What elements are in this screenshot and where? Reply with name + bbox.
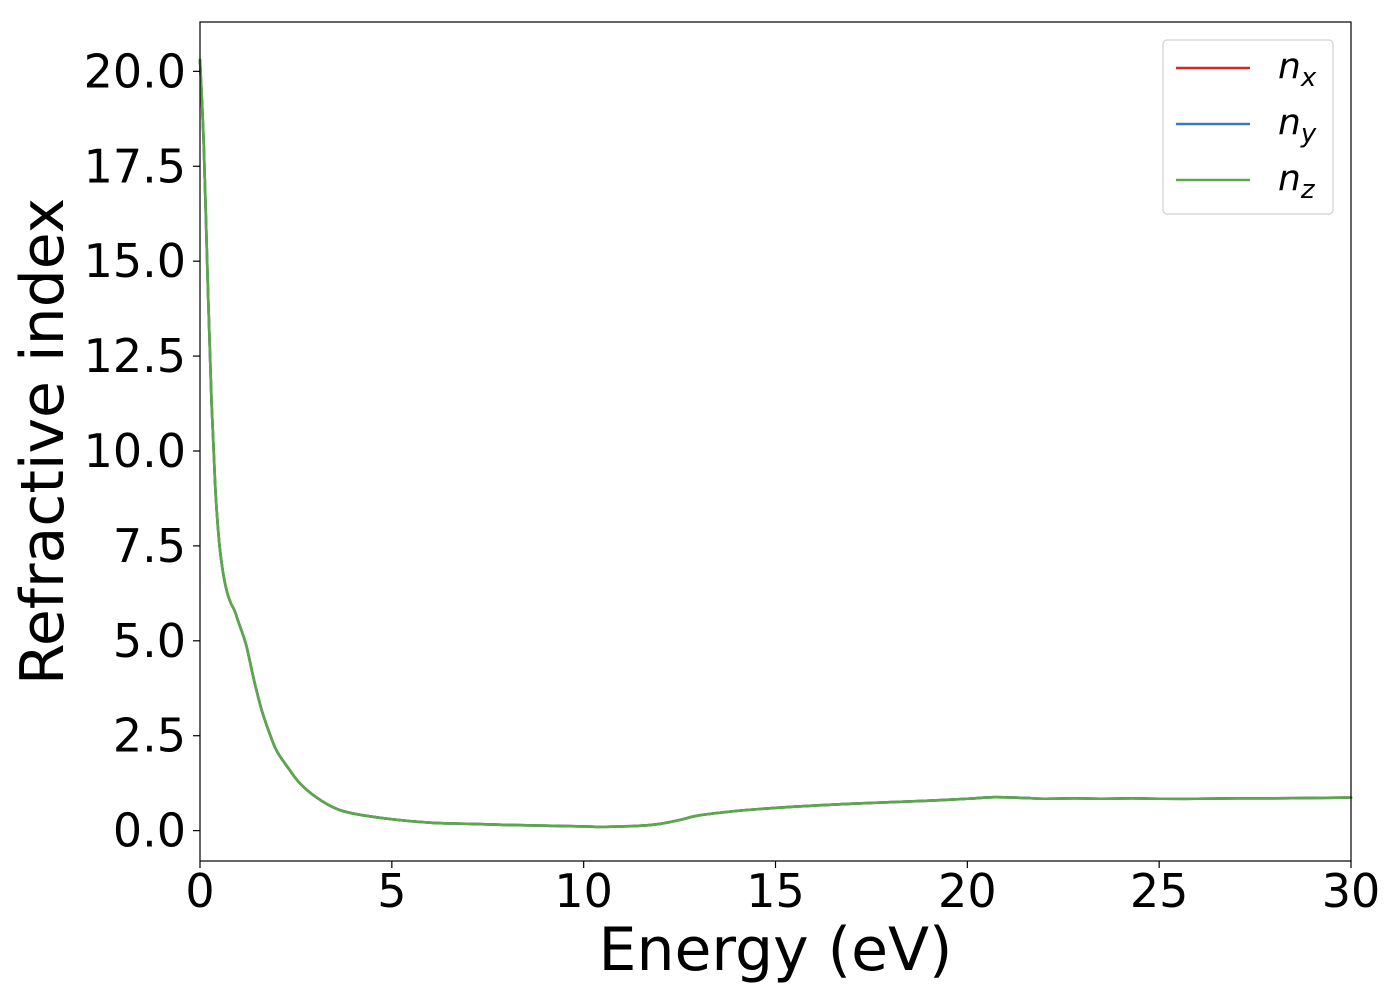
- y-tick-label: 7.5: [113, 519, 186, 573]
- y-axis-title: Refractive index: [8, 198, 78, 685]
- y-axis-ticks: 0.0 2.5 5.0 7.5 10.0 12.5 15.0 17.5 20.0: [84, 44, 200, 858]
- y-tick-label: 0.0: [113, 804, 186, 858]
- x-axis-title: Energy (eV): [599, 915, 953, 985]
- x-tick-label: 20: [938, 864, 997, 918]
- series-line-z: [198, 58, 1353, 829]
- y-tick-label: 5.0: [113, 614, 186, 668]
- legend-label-x: nx: [1278, 46, 1317, 93]
- legend-label-z: nz: [1278, 158, 1316, 205]
- legend-box: [1162, 39, 1334, 215]
- legend: nx ny nz: [1162, 39, 1334, 215]
- y-tick-label: 2.5: [113, 709, 186, 763]
- x-tick-label: 0: [185, 864, 214, 918]
- x-tick-label: 5: [377, 864, 406, 918]
- x-tick-label: 25: [1130, 864, 1189, 918]
- y-tick-label: 20.0: [84, 44, 186, 98]
- legend-label-y: ny: [1278, 102, 1317, 149]
- legend-entries: nx ny nz: [1176, 46, 1317, 205]
- y-tick-label: 17.5: [84, 139, 186, 193]
- x-tick-label: 30: [1322, 864, 1381, 918]
- y-tick-label: 15.0: [84, 234, 186, 288]
- y-tick-label: 10.0: [84, 424, 186, 478]
- series-layer: [198, 58, 1353, 829]
- y-tick-label: 12.5: [84, 329, 186, 383]
- x-axis-ticks: 0 5 10 15 20 25 30: [185, 861, 1380, 918]
- x-tick-label: 15: [746, 864, 805, 918]
- x-tick-label: 10: [554, 864, 613, 918]
